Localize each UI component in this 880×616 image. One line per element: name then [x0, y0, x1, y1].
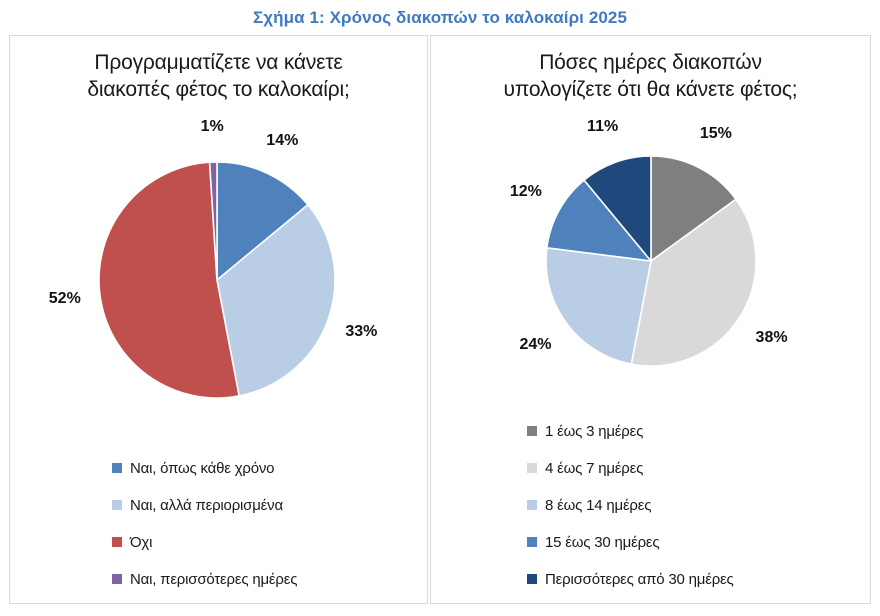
legend-swatch [527, 500, 537, 510]
data-label: 24% [519, 335, 552, 353]
chart-title: Προγραμματίζετε να κάνετε διακοπές φέτος… [87, 51, 350, 101]
figure-title: Σχήμα 1: Χρόνος διακοπών το καλοκαίρι 20… [252, 8, 628, 27]
chart-title: Πόσες ημέρες διακοπών υπολογίζετε ότι θα… [503, 51, 798, 101]
legend-item: Όχι [112, 533, 297, 551]
legend-swatch [112, 537, 122, 547]
chart-panel-right: Πόσες ημέρες διακοπών υπολογίζετε ότι θα… [430, 35, 871, 604]
pie-slice-4 [582, 155, 652, 264]
legend-label: Όχι [130, 533, 153, 551]
legend-swatch [527, 574, 537, 584]
pie-chart [545, 155, 757, 367]
pie-chart [98, 161, 336, 399]
legend-item: Περισσότερες από 30 ημέρες [527, 570, 734, 588]
legend-item: Ναι, αλλά περιορισμένα [112, 496, 297, 514]
legend-label: Ναι, όπως κάθε χρόνο [130, 459, 275, 477]
pie-slice-0 [216, 161, 310, 282]
legend-label: 15 έως 30 ημέρες [545, 533, 660, 551]
legend-label: Περισσότερες από 30 ημέρες [545, 570, 734, 588]
pie-slice-2 [545, 246, 652, 366]
data-label: 14% [266, 132, 299, 150]
pie-slice-1 [630, 198, 757, 367]
data-label: 12% [509, 183, 542, 201]
data-label: 15% [699, 124, 732, 142]
legend-label: Ναι, αλλά περιορισμένα [130, 496, 283, 514]
data-label: 33% [345, 322, 378, 340]
pie-slice-3 [545, 178, 653, 263]
legend-label: 1 έως 3 ημέρες [545, 422, 644, 440]
legend-swatch [527, 537, 537, 547]
legend-label: Ναι, περισσότερες ημέρες [130, 570, 298, 588]
legend-label: 4 έως 7 ημέρες [545, 459, 644, 477]
legend-item: 8 έως 14 ημέρες [527, 496, 734, 514]
legend-item: Ναι, περισσότερες ημέρες [112, 570, 298, 588]
legend: Ναι, όπως κάθε χρόνο Ναι, αλλά περιορισμέ… [112, 460, 297, 608]
legend-swatch [527, 463, 537, 473]
data-label: 52% [48, 290, 81, 308]
legend: 1 έως 3 ημέρες 4 έως 7 ημέρες 8 έως 14 ημέ… [527, 423, 734, 608]
legend-swatch [112, 574, 122, 584]
legend-swatch [112, 463, 122, 473]
pie-slice-0 [650, 155, 738, 263]
chart-panel-left: Προγραμματίζετε να κάνετε διακοπές φέτος… [9, 35, 428, 604]
data-label: 1% [200, 117, 224, 135]
pie-slice-2 [98, 161, 241, 399]
legend-swatch [527, 426, 537, 436]
legend-item: 1 έως 3 ημέρες [527, 422, 734, 440]
legend-label: 8 έως 14 ημέρες [545, 496, 652, 514]
legend-swatch [112, 500, 122, 510]
data-label: 11% [587, 117, 619, 135]
pie-slice-3 [208, 161, 218, 281]
pie-slice-1 [216, 203, 336, 397]
legend-item: 15 έως 30 ημέρες [527, 533, 734, 551]
figure-board: Προγραμματίζετε να κάνετε διακοπές φέτος… [9, 35, 871, 604]
legend-item: Ναι, όπως κάθε χρόνο [112, 459, 297, 477]
data-label: 38% [755, 328, 788, 346]
legend-item: 4 έως 7 ημέρες [527, 459, 734, 477]
